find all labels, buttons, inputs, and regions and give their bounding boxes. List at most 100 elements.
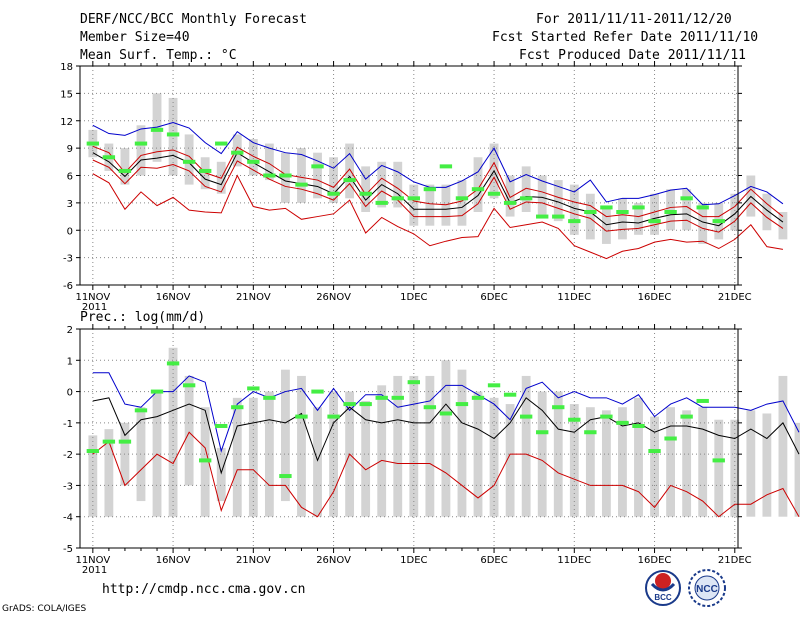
temp-observed-marker	[519, 196, 533, 201]
temp-observed-marker	[118, 168, 132, 173]
prec-observed-marker	[166, 361, 180, 366]
source-url[interactable]: http://cmdp.ncc.cma.gov.cn	[102, 582, 306, 597]
prec-observed-marker	[182, 383, 196, 388]
temp-observed-marker	[536, 214, 549, 219]
temp-ensemble-bar	[136, 125, 146, 176]
temp-ensemble-bar	[473, 157, 483, 212]
prec-ensemble-bar	[521, 375, 531, 517]
prec-observed-marker	[343, 402, 356, 407]
temp-ensemble-bar	[601, 207, 611, 244]
prec-observed-marker	[102, 439, 116, 444]
temp-ensemble-bar	[505, 175, 515, 217]
temp-ensemble-bar	[409, 184, 419, 226]
prec-observed-marker	[215, 423, 228, 428]
prec-observed-marker	[616, 420, 629, 425]
temp-observed-marker	[215, 141, 228, 146]
temp-series-mean_lower	[92, 159, 784, 233]
temp-xtick-label: 16NOV	[156, 292, 191, 303]
prec-observed-marker	[327, 414, 340, 419]
temp-ytick-label: 0	[67, 226, 73, 237]
prec-xtick-label: 21DEC	[718, 555, 752, 566]
temp-observed-marker	[199, 168, 212, 173]
prec-observed-marker	[359, 402, 372, 407]
temp-observed-marker	[391, 196, 404, 201]
prec-ensemble-bar	[457, 369, 467, 517]
prec-ensemble-bar	[297, 375, 306, 517]
temp-ensemble-bar	[698, 202, 708, 244]
temp-observed-marker	[584, 210, 597, 214]
prec-observed-marker	[552, 405, 565, 410]
prec-ensemble-bar	[601, 410, 611, 517]
prec-ytick-label: 0	[67, 388, 73, 399]
prec-ensemble-bar	[505, 404, 515, 517]
temp-observed-marker	[712, 219, 725, 224]
prec-ensemble-bar	[762, 413, 772, 517]
prec-xtick-label: 11DEC	[557, 555, 591, 566]
temp-ensemble-bar	[425, 184, 435, 226]
prec-observed-marker	[439, 411, 453, 416]
temp-observed-marker	[503, 200, 517, 205]
prec-observed-marker	[680, 414, 693, 419]
prec-observed-marker	[600, 414, 613, 419]
temp-observed-marker	[263, 173, 276, 178]
temp-ytick-label: 18	[60, 62, 73, 73]
temp-ensemble-bar	[521, 166, 531, 212]
temp-ensemble-bar	[730, 193, 740, 231]
prec-ensemble-bar	[778, 375, 788, 517]
temp-ensemble-bar	[232, 134, 242, 167]
prec-observed-marker	[632, 423, 645, 428]
temp-observed-marker	[359, 191, 372, 196]
temp-observed-marker	[552, 214, 565, 219]
prec-ensemble-bar	[794, 422, 800, 517]
temp-ensemble-bar	[457, 180, 467, 226]
temp-observed-marker	[231, 150, 244, 155]
temp-observed-marker	[182, 159, 196, 164]
temp-ensemble-bar	[618, 198, 627, 240]
prec-observed-marker	[455, 402, 469, 407]
prec-observed-marker	[584, 430, 597, 435]
temp-ensemble-bar	[329, 157, 338, 203]
prec-observed-marker	[311, 389, 324, 394]
prec-ensemble-bar	[329, 391, 338, 517]
prec-ensemble-bar	[393, 375, 403, 517]
temp-observed-marker	[568, 219, 581, 224]
temp-ensemble-bar	[778, 212, 788, 240]
prec-xtick-label: 16NOV	[156, 555, 191, 566]
prec-observed-marker	[263, 395, 276, 400]
prec-ensemble-bar	[361, 400, 371, 517]
temp-observed-marker	[487, 191, 501, 196]
temp-ensemble-bar	[393, 161, 403, 208]
logos: BCC NCC	[645, 569, 726, 607]
prec-observed-marker	[503, 392, 517, 397]
forecast-period: For 2011/11/11-2011/12/20	[536, 12, 732, 27]
temp-xtick-label: 1DEC	[400, 292, 427, 303]
prec-series-lower	[92, 431, 800, 518]
prec-ensemble-bar	[281, 369, 290, 502]
prec-observed-marker	[423, 405, 437, 410]
prec-observed-marker	[199, 458, 212, 463]
temp-observed-marker	[375, 200, 388, 205]
temp-observed-marker	[632, 205, 645, 210]
prec-xtick-label: 26NOV	[316, 555, 351, 566]
temp-ensemble-bar	[184, 134, 194, 185]
prec-ensemble-bar	[746, 410, 756, 517]
prec-ytick-label: 1	[67, 356, 73, 367]
temp-observed-marker	[166, 132, 180, 137]
prec-xtick-label: 1DEC	[400, 555, 427, 566]
temp-xtick-label: 11NOV	[75, 292, 110, 303]
prec-observed-marker	[568, 417, 581, 422]
prec-ensemble-bar	[682, 410, 692, 517]
temp-observed-marker	[279, 173, 292, 178]
prec-ensemble-bar	[666, 407, 676, 517]
temp-ensemble-bar	[569, 184, 579, 235]
temp-ensemble-bar	[585, 193, 595, 240]
prec-ensemble-bar	[585, 407, 595, 517]
temp-xtick-label: 21NOV	[236, 292, 271, 303]
temp-ensemble-bar	[281, 152, 290, 203]
figure-title: DERF/NCC/BCC Monthly Forecast	[80, 12, 307, 27]
temp-ensemble-bar	[345, 143, 355, 199]
bcc-logo: BCC	[645, 570, 681, 606]
